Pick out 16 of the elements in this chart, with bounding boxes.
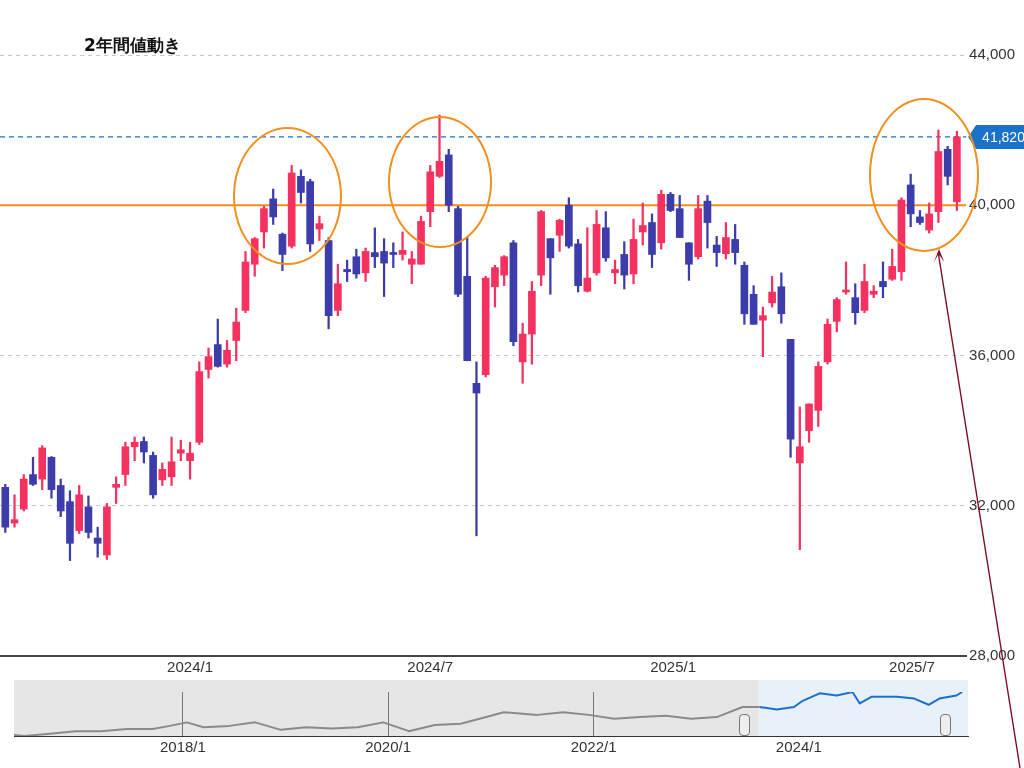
x-tick-label: 2018/1 <box>159 738 206 756</box>
y-tick-label: 44,000 <box>969 45 1016 63</box>
candlestick <box>398 231 407 261</box>
x-tick-label: 2022/1 <box>570 738 617 756</box>
chart-title: 2年間値動き <box>84 34 181 57</box>
x-tick-label: 2024/1 <box>775 738 822 756</box>
x-tick-label: 2024/7 <box>407 658 454 676</box>
ref-line-label: 41,820 <box>982 128 1024 145</box>
candlestick <box>315 215 324 241</box>
candlestick <box>435 114 444 178</box>
x-tick-label: 2025/1 <box>650 658 697 676</box>
x-tick-label: 2025/7 <box>889 658 935 676</box>
candlestick <box>10 494 19 528</box>
y-tick-label: 36,000 <box>969 345 1016 363</box>
x-tick-label: 2024/1 <box>167 658 213 676</box>
x-tick-label: 2020/1 <box>365 738 412 756</box>
